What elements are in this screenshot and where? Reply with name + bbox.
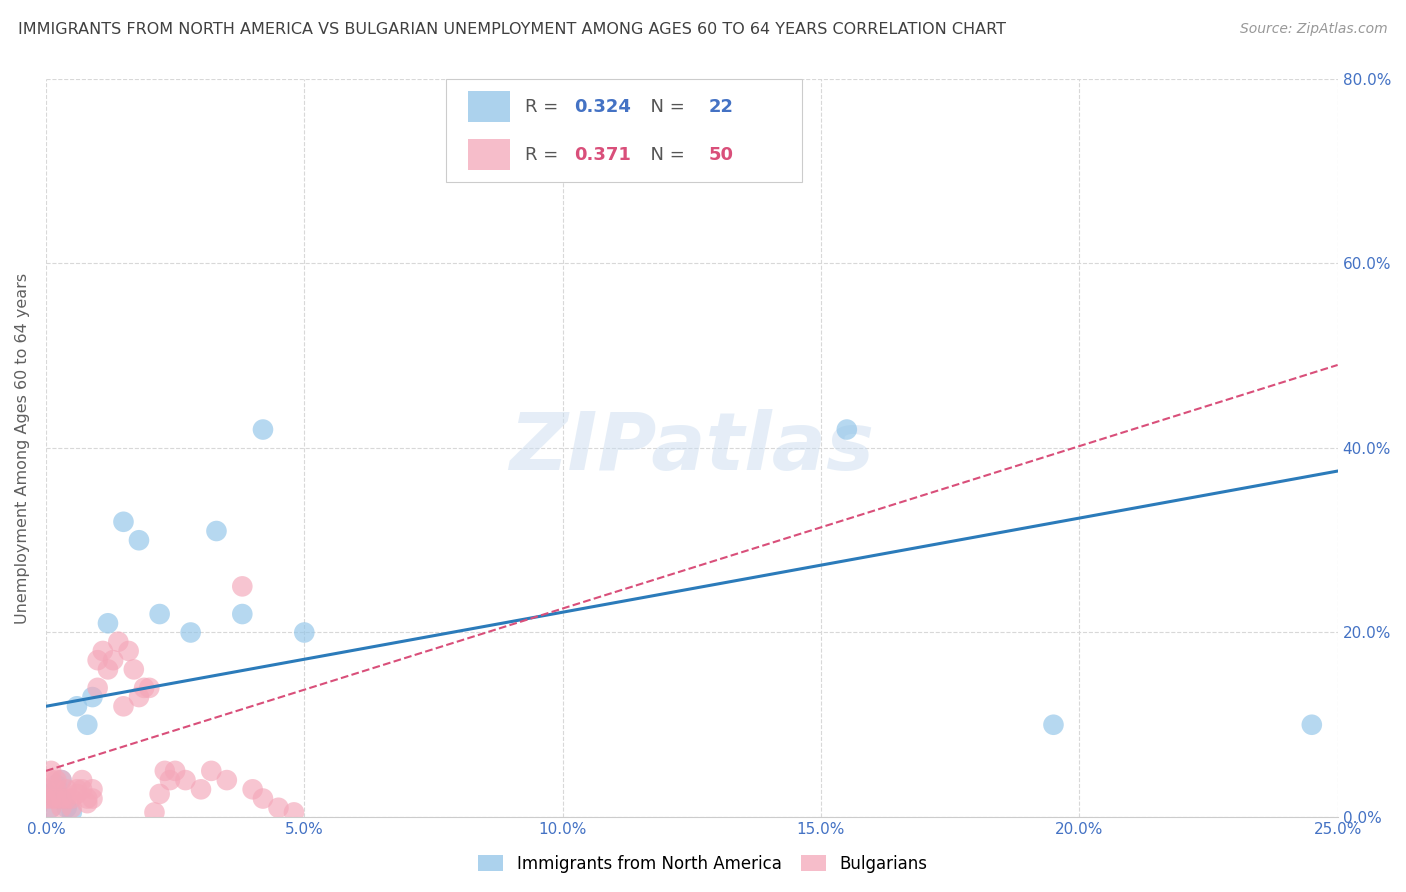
Point: [51, 773, 73, 788]
Point: [51, 773, 73, 788]
Text: 22: 22: [709, 97, 734, 116]
Point: [97, 662, 120, 676]
Point: [112, 699, 135, 714]
Point: [165, 764, 187, 778]
Point: [70, 773, 93, 788]
Point: [122, 662, 145, 676]
Point: [39, 791, 62, 805]
Point: [200, 764, 222, 778]
Point: [128, 533, 150, 548]
Point: [91, 644, 114, 658]
Point: [66, 787, 89, 801]
Point: [60, 801, 83, 815]
Point: [76, 791, 98, 805]
Point: [45, 773, 67, 788]
Point: [231, 607, 253, 621]
Point: [267, 801, 290, 815]
Y-axis label: Unemployment Among Ages 60 to 64 years: Unemployment Among Ages 60 to 64 years: [15, 272, 30, 624]
FancyBboxPatch shape: [446, 79, 801, 182]
Text: 0.324: 0.324: [574, 97, 631, 116]
Point: [45, 791, 67, 805]
Point: [242, 782, 264, 797]
Point: [134, 681, 156, 695]
Point: [252, 791, 274, 805]
Point: [215, 773, 238, 788]
Point: [55, 791, 77, 805]
Text: N =: N =: [638, 145, 690, 163]
Point: [117, 644, 139, 658]
Point: [231, 579, 253, 593]
Text: R =: R =: [526, 145, 564, 163]
Text: N =: N =: [638, 97, 690, 116]
Point: [1042, 717, 1064, 731]
Point: [1301, 717, 1323, 731]
Point: [82, 690, 104, 704]
Point: [159, 773, 181, 788]
Point: [55, 782, 77, 797]
Point: [70, 782, 93, 797]
Point: [149, 607, 172, 621]
Point: [39, 787, 62, 801]
FancyBboxPatch shape: [468, 139, 510, 170]
Point: [112, 515, 135, 529]
Point: [39, 801, 62, 815]
Point: [180, 625, 202, 640]
Point: [153, 764, 176, 778]
Point: [292, 625, 315, 640]
Point: [35, 791, 58, 805]
Point: [45, 778, 67, 792]
Text: IMMIGRANTS FROM NORTH AMERICA VS BULGARIAN UNEMPLOYMENT AMONG AGES 60 TO 64 YEAR: IMMIGRANTS FROM NORTH AMERICA VS BULGARI…: [18, 22, 1007, 37]
Point: [82, 791, 104, 805]
Point: [39, 764, 62, 778]
Point: [66, 699, 89, 714]
Point: [60, 805, 83, 820]
Point: [60, 791, 83, 805]
Point: [835, 423, 858, 437]
Text: R =: R =: [526, 97, 564, 116]
Point: [97, 616, 120, 631]
Point: [39, 773, 62, 788]
Point: [86, 653, 108, 667]
Point: [39, 801, 62, 815]
Point: [51, 791, 73, 805]
Point: [76, 717, 98, 731]
Text: ZIPatlas: ZIPatlas: [509, 409, 875, 487]
Point: [149, 787, 172, 801]
Point: [66, 782, 89, 797]
Text: Source: ZipAtlas.com: Source: ZipAtlas.com: [1240, 22, 1388, 37]
Point: [138, 681, 160, 695]
Point: [174, 773, 197, 788]
Point: [35, 782, 58, 797]
Point: [45, 782, 67, 797]
Point: [82, 782, 104, 797]
Point: [190, 782, 212, 797]
Point: [55, 801, 77, 815]
Point: [205, 524, 228, 538]
Point: [128, 690, 150, 704]
Legend: Immigrants from North America, Bulgarians: Immigrants from North America, Bulgarian…: [471, 848, 935, 880]
Point: [283, 805, 305, 820]
Text: 0.371: 0.371: [574, 145, 631, 163]
FancyBboxPatch shape: [468, 91, 510, 122]
Point: [76, 796, 98, 810]
Point: [86, 681, 108, 695]
Point: [107, 634, 129, 648]
Point: [252, 423, 274, 437]
Point: [51, 791, 73, 805]
Point: [101, 653, 124, 667]
Point: [143, 805, 166, 820]
Point: [51, 801, 73, 815]
Text: 50: 50: [709, 145, 734, 163]
